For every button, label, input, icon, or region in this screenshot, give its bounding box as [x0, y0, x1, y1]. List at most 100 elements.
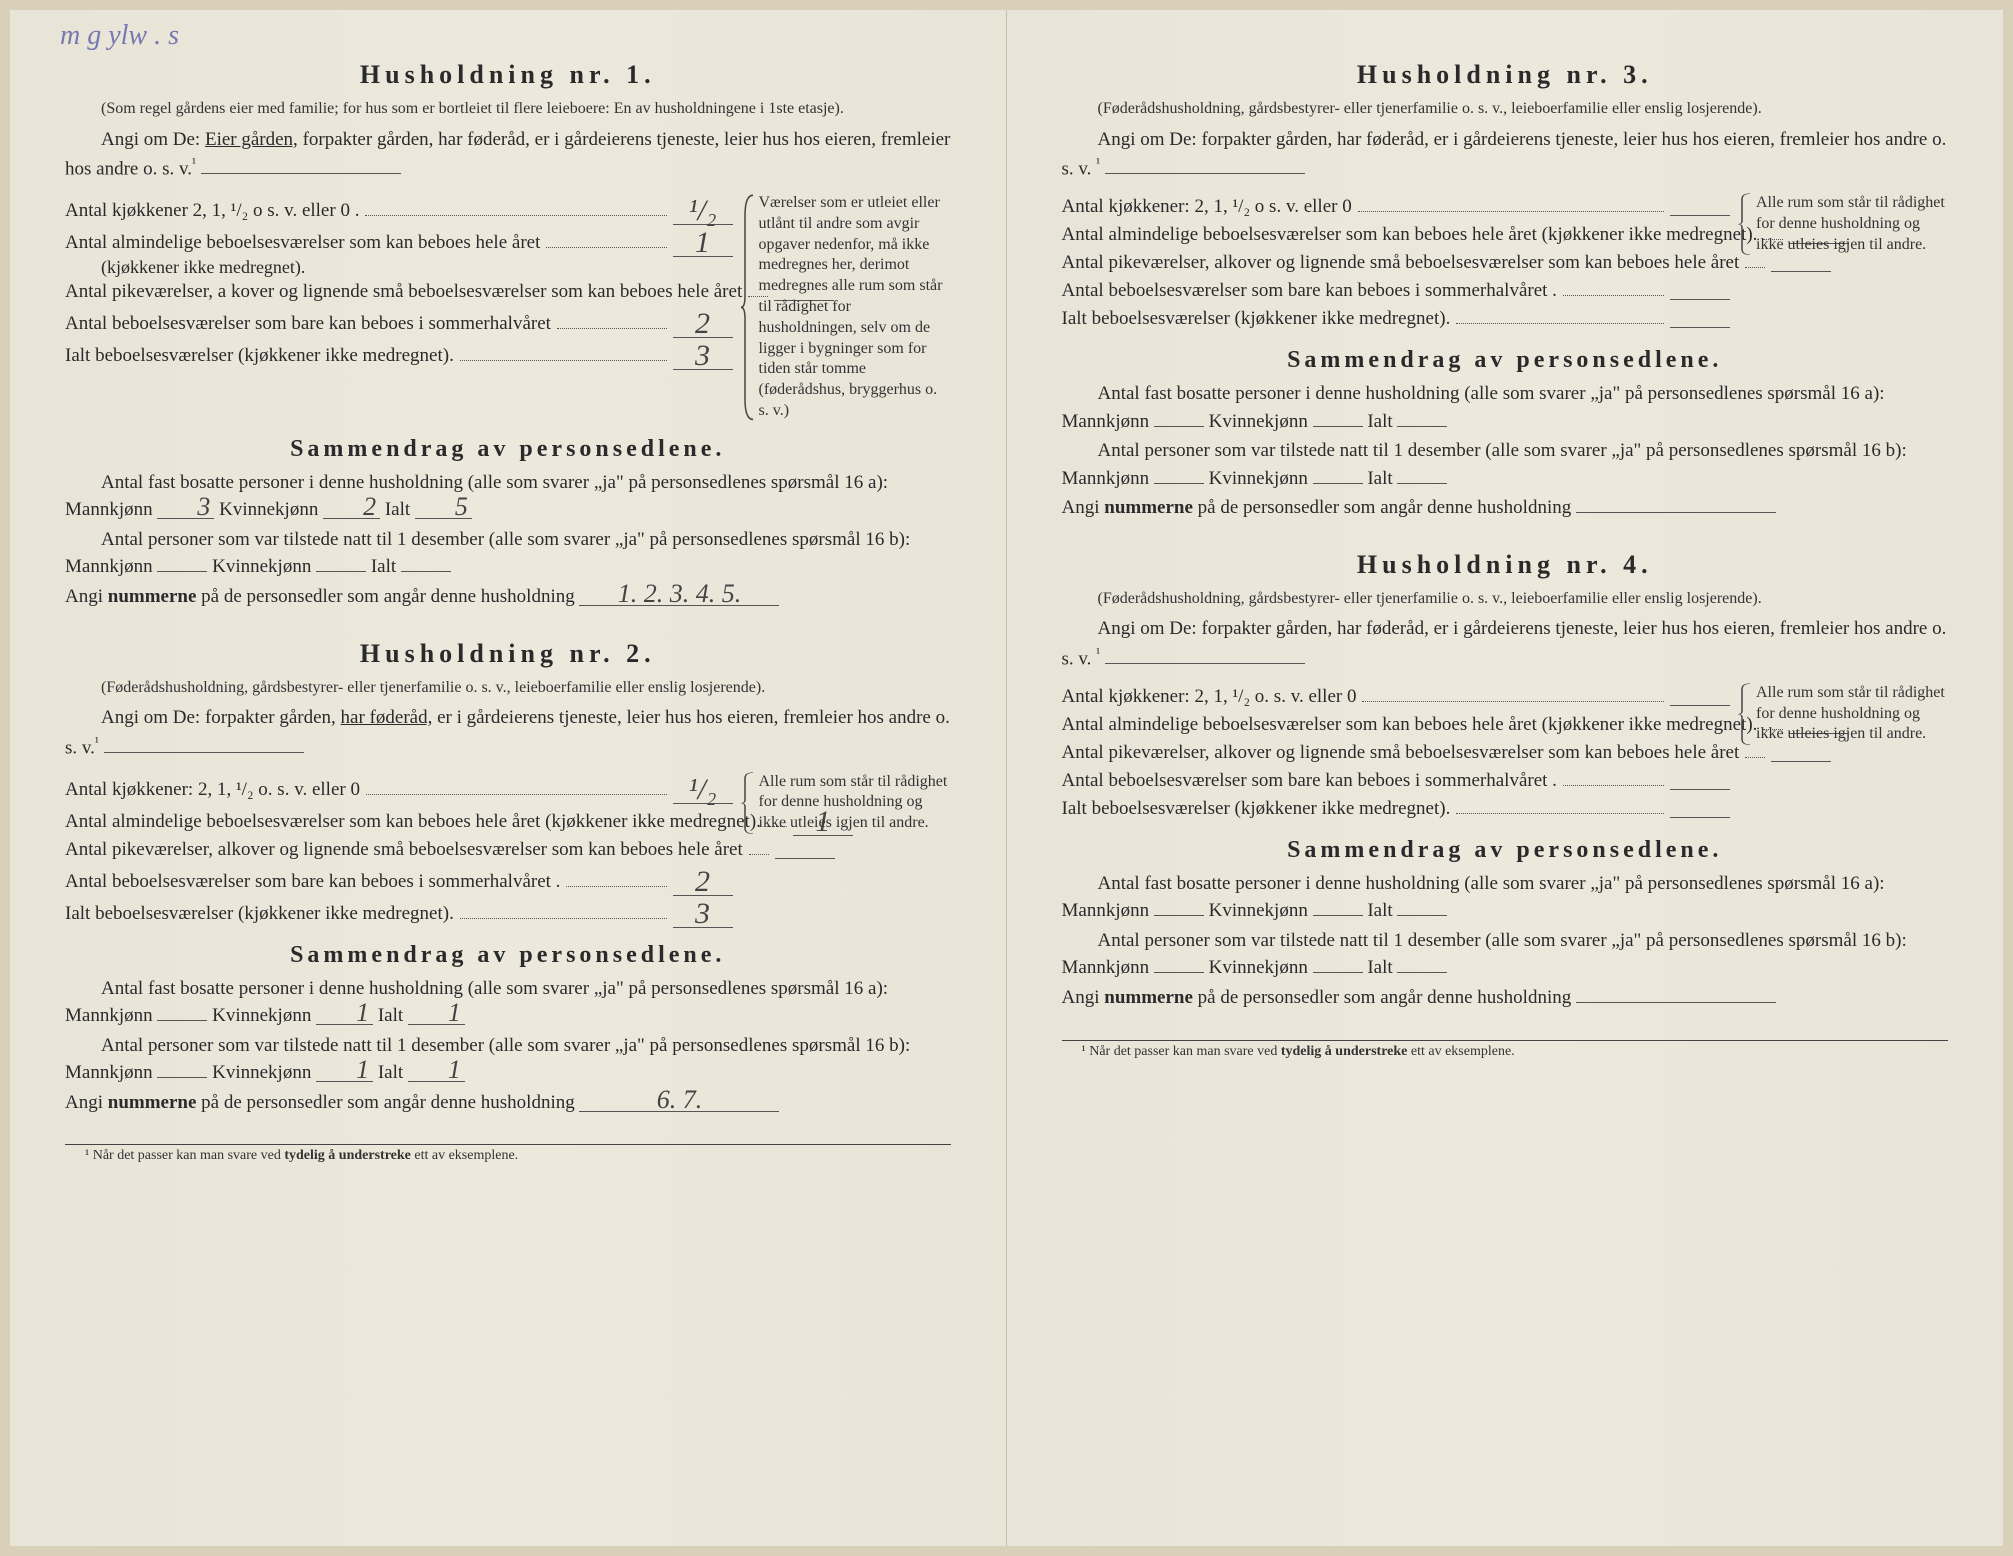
rows-column: Antal kjøkkener: 2, 1, ¹/₂ o. s. v. elle…	[1062, 683, 1731, 823]
form-row: Ialt beboelsesværelser (kjøkkener ikke m…	[1062, 795, 1731, 820]
footnote-left: ¹ Når det passer kan man svare ved tydel…	[65, 1144, 951, 1164]
row-value	[1670, 817, 1730, 818]
dot-leader	[1563, 767, 1664, 786]
row-label: Antal beboelsesværelser som bare kan beb…	[65, 313, 551, 335]
summary-3a: Angi	[65, 1092, 108, 1113]
summary-2-total	[401, 571, 451, 572]
dot-leader	[1456, 795, 1664, 814]
household-title: Husholdning nr. 1.	[65, 60, 951, 90]
row-label: Antal beboelsesværelser som bare kan beb…	[1062, 280, 1557, 302]
footnote-right: ¹ Når det passer kan man svare ved tydel…	[1062, 1040, 1949, 1060]
row-label: Ialt beboelsesværelser (kjøkkener ikke m…	[65, 345, 454, 367]
household-block: Husholdning nr. 4. (Føderådshusholdning,…	[1062, 550, 1949, 1012]
summary-1b: Kvinnekjønn	[219, 499, 318, 520]
page-right: Husholdning nr. 3. (Føderådshusholdning,…	[1007, 10, 2004, 1546]
summary-line-3: Angi nummerne på de personsedler som ang…	[65, 583, 951, 611]
summary-line-3: Angi nummerne på de personsedler som ang…	[1062, 984, 1949, 1012]
footnote-text-a: Når det passer kan man svare ved	[1089, 1044, 1281, 1059]
row-label: Antal kjøkkener 2, 1, ¹/₂ o s. v. eller …	[65, 200, 359, 222]
summary-2-male	[1154, 972, 1204, 973]
row-value: 2	[673, 310, 733, 338]
sidenote-text: Alle rum som står til rådighet for denne…	[759, 773, 948, 832]
summary-1c: Ialt	[1367, 900, 1392, 921]
form-row: Antal beboelsesværelser som bare kan beb…	[1062, 277, 1731, 302]
summary-3c: på de personsedler som angår denne husho…	[201, 1092, 575, 1113]
blank-trailing-line	[104, 752, 304, 753]
row-value	[1670, 299, 1730, 300]
row-value: 3	[673, 342, 733, 370]
household-instruction: Angi om De: forpakter gården, har føderå…	[1062, 126, 1949, 183]
summary-2c: Ialt	[371, 556, 396, 577]
row-value: 2	[673, 868, 733, 896]
summary-line-2: Antal personer som var tilstede natt til…	[1062, 927, 1949, 982]
summary-1b: Kvinnekjønn	[1209, 411, 1308, 432]
summary-3a: Angi	[1062, 987, 1105, 1008]
dot-leader	[366, 776, 667, 795]
instruction-a: Angi om De: forpakter gården, har føderå…	[1062, 618, 1947, 669]
form-row: Antal pikeværelser, alkover og lignende …	[65, 836, 733, 861]
sidenote-text: Værelser som er utleiet eller utlånt til…	[759, 194, 943, 419]
summary-1-male	[1154, 426, 1204, 427]
form-row: Ialt beboelsesværelser (kjøkkener ikke m…	[65, 338, 733, 367]
row-value	[1670, 215, 1730, 216]
row-label: Antal pikeværelser, a kover og lignende …	[65, 281, 742, 303]
household-subtitle: (Som regel gårdens eier med familie; for…	[65, 98, 951, 120]
rows-column: Antal kjøkkener: 2, 1, ¹/₂ o. s. v. elle…	[65, 772, 733, 928]
sidenote-column: Alle rum som står til rådighet for denne…	[1738, 193, 1948, 255]
household-title: Husholdning nr. 2.	[65, 639, 951, 669]
form-row: Antal beboelsesværelser som bare kan beb…	[65, 864, 733, 893]
dot-leader	[1362, 683, 1664, 702]
footnote-ref: ¹	[1096, 155, 1100, 170]
rows-block: Antal kjøkkener 2, 1, ¹/₂ o s. v. eller …	[65, 193, 951, 422]
footnote-text-b: ett av eksemplene.	[414, 1148, 518, 1163]
household-block: Husholdning nr. 3. (Føderådshusholdning,…	[1062, 60, 1949, 522]
blank-trailing-line	[1105, 663, 1305, 664]
form-row: Antal almindelige beboelsesværelser som …	[65, 225, 733, 254]
brace-icon	[1738, 683, 1752, 745]
summary-line-3: Angi nummerne på de personsedler som ang…	[65, 1089, 951, 1117]
summary-title: Sammendrag av personsedlene.	[1062, 837, 1949, 864]
summary-2b: Kvinnekjønn	[1209, 957, 1308, 978]
handwritten-annotation: m g ylw . s	[60, 20, 179, 52]
row-label: Antal pikeværelser, alkover og lignende …	[1062, 252, 1740, 274]
form-row: Antal beboelsesværelser som bare kan beb…	[1062, 767, 1731, 792]
summary-1-male	[1154, 915, 1204, 916]
form-row: Antal kjøkkener: 2, 1, ¹/₂ o s. v. eller…	[1062, 193, 1731, 218]
form-row: Antal pikeværelser, a kover og lignende …	[65, 278, 733, 303]
summary-1-total: 1	[408, 1003, 465, 1025]
rows-column: Antal kjøkkener: 2, 1, ¹/₂ o s. v. eller…	[1062, 193, 1731, 333]
household-block: Husholdning nr. 2. (Føderådshusholdning,…	[65, 639, 951, 1117]
summary-2c: Ialt	[1367, 957, 1392, 978]
summary-2-male	[157, 1077, 207, 1078]
summary-1b: Kvinnekjønn	[212, 1005, 311, 1026]
form-row: Antal beboelsesværelser som bare kan beb…	[65, 306, 733, 335]
household-title: Husholdning nr. 3.	[1062, 60, 1949, 90]
row-value: 3	[673, 900, 733, 928]
dot-leader	[1563, 277, 1664, 296]
footnote-bold: tydelig å understreke	[1281, 1044, 1408, 1059]
summary-2a: Antal personer som var tilstede natt til…	[1062, 440, 1907, 489]
row-value: 1	[673, 229, 733, 257]
instruction-a: Angi om De: forpakter gården, har føderå…	[1062, 129, 1947, 180]
summary-1-female: 2	[323, 497, 380, 519]
summary-2b: Kvinnekjønn	[1209, 468, 1308, 489]
row-label: Antal almindelige beboelsesværelser som …	[65, 232, 540, 254]
dot-leader	[460, 900, 667, 919]
summary-3-value: 6. 7.	[579, 1090, 779, 1112]
summary-line-2: Antal personer som var tilstede natt til…	[1062, 437, 1949, 492]
summary-1-total	[1397, 915, 1447, 916]
summary-3b: nummerne	[108, 1092, 197, 1113]
household-instruction: Angi om De: forpakter gården, har føderå…	[65, 704, 951, 761]
footnote-ref: ¹	[1096, 645, 1100, 660]
footnote-text-a: Når det passer kan man svare ved	[93, 1148, 285, 1163]
rows-block: Antal kjøkkener: 2, 1, ¹/₂ o. s. v. elle…	[1062, 683, 1949, 823]
summary-3c: på de personsedler som angår denne husho…	[201, 586, 575, 607]
dot-leader	[460, 342, 667, 361]
summary-1a: Antal fast bosatte personer i denne hush…	[65, 978, 888, 1027]
dot-leader	[1456, 305, 1664, 324]
footnote-mark: ¹	[1082, 1044, 1086, 1059]
instruction-underlined: har føderåd,	[341, 707, 433, 728]
summary-2a: Antal personer som var tilstede natt til…	[65, 1035, 910, 1084]
summary-2-female	[316, 571, 366, 572]
form-row: Antal almindelige beboelsesværelser som …	[1062, 711, 1731, 736]
